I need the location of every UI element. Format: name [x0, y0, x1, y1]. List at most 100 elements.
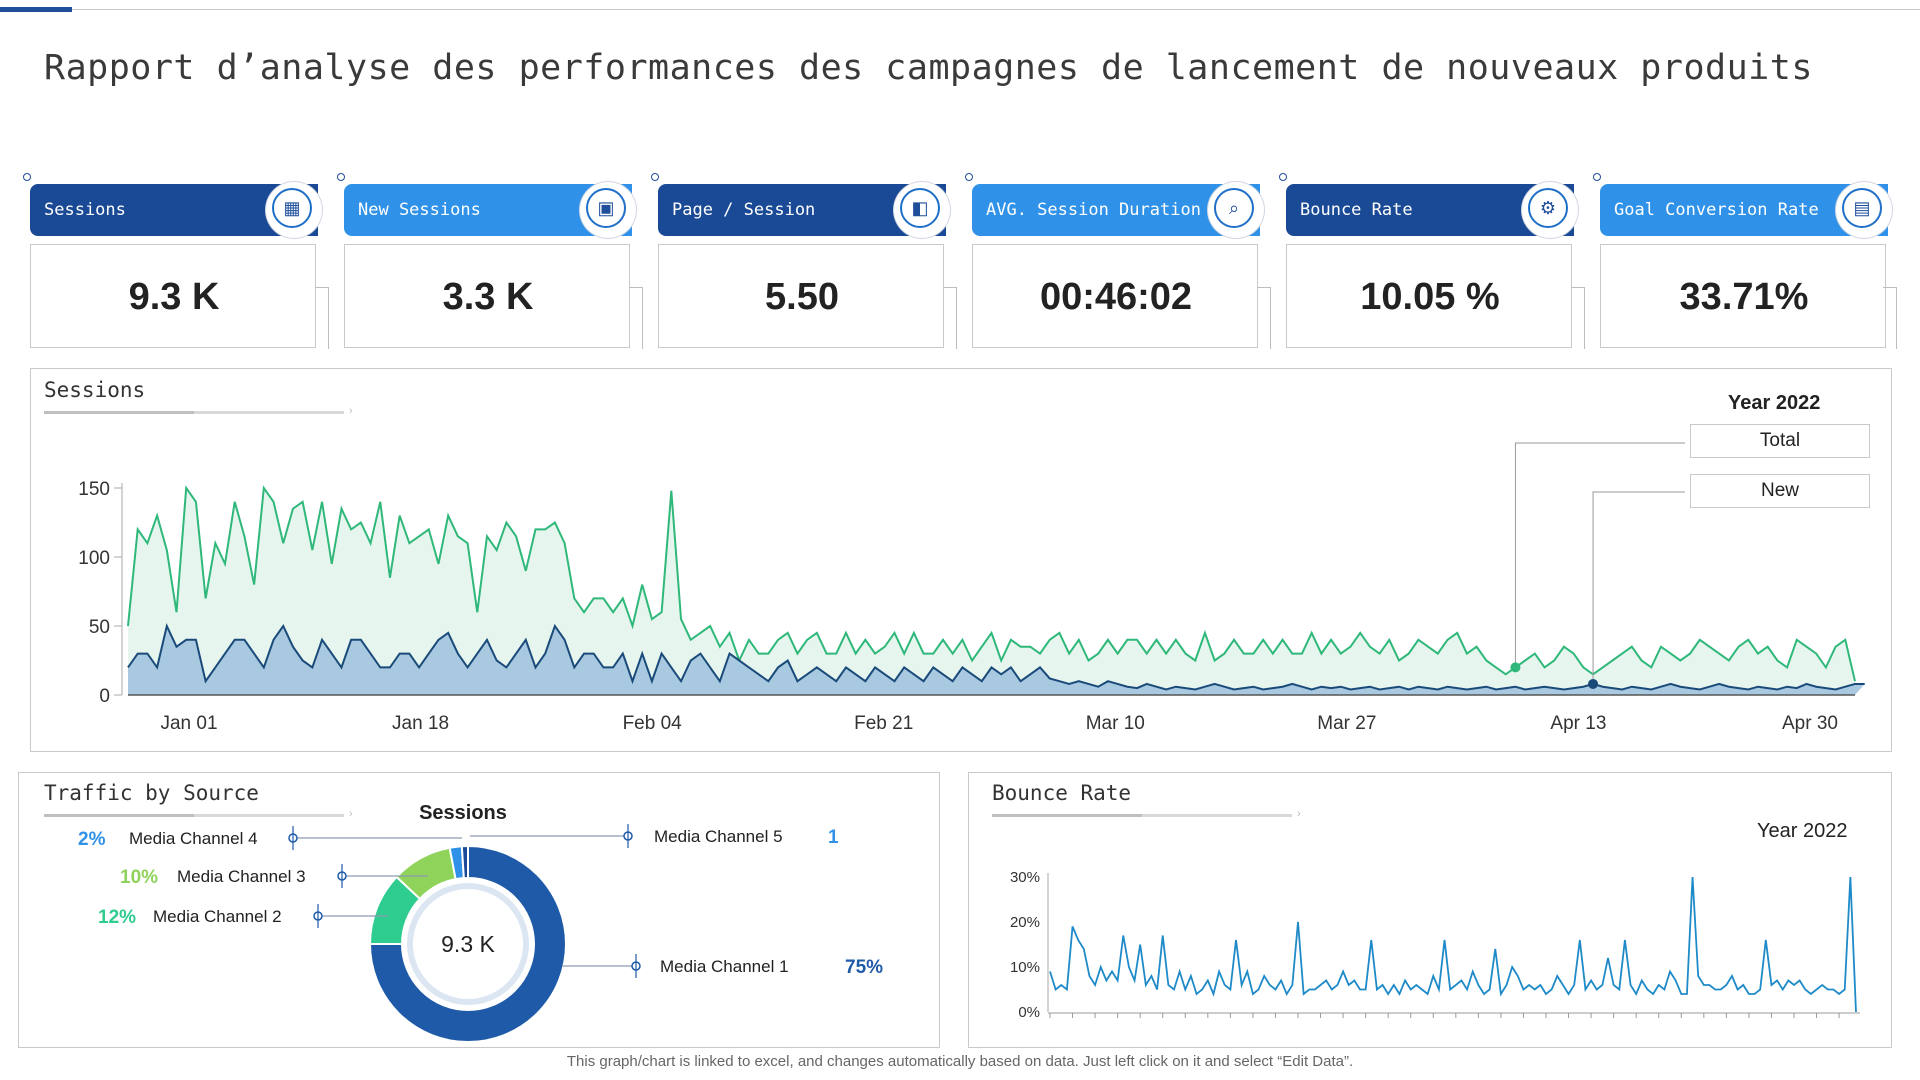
document-search-icon: ⌕ [1214, 188, 1254, 228]
y-tick-label: 20% [1010, 914, 1040, 931]
y-tick-label: 100 [78, 548, 110, 569]
channel-value: 12% [98, 907, 136, 928]
bounce-year-label: Year 2022 [1757, 820, 1848, 842]
kpi-connector [315, 287, 329, 349]
kpi-icon-ring: ▤ [1836, 182, 1892, 238]
total-marker [1510, 662, 1521, 673]
x-tick-label: Mar 27 [1317, 713, 1376, 734]
y-tick-label: 0 [99, 686, 110, 707]
legend-connector-new [1592, 491, 1685, 684]
title-underline [44, 814, 344, 817]
donut-slice [460, 844, 469, 880]
kpi-value-box: 33.71% [1600, 244, 1897, 349]
page-title: Rapport d’analyse des performances des c… [44, 48, 1813, 88]
x-tick-label: Jan 18 [392, 713, 449, 734]
kpi-dot [337, 173, 345, 181]
donut-center-label: 9.3 K [441, 931, 495, 957]
kpi-value-box: 5.50 [658, 244, 957, 349]
y-tick-label: 0% [1018, 1004, 1040, 1021]
kpi-value: 9.3 K [128, 276, 220, 318]
channel-label: Media Channel 2 [153, 907, 282, 926]
kpi-card-new-sessions[interactable]: New Sessions ▣ 3.3 K [337, 173, 643, 349]
x-tick-label: Apr 30 [1782, 713, 1838, 734]
bounce-line-chart: 0% 10% 20% 30% [1010, 869, 1860, 1021]
kpi-card-sessions[interactable]: Sessions ▦ 9.3 K [23, 173, 329, 349]
kpi-dot [965, 173, 973, 181]
traffic-panel-title: Traffic by Source [44, 781, 259, 805]
donut-center [407, 883, 529, 1005]
kpi-connector [1883, 287, 1897, 349]
kpi-value: 10.05 % [1360, 276, 1500, 318]
bounce-panel [968, 772, 1892, 1048]
new-marker [1588, 678, 1599, 689]
channel-value: 10% [120, 867, 158, 888]
kpi-card-bounce-rate[interactable]: Bounce Rate ⚙ 10.05 % [1279, 173, 1585, 349]
total-line [127, 485, 1856, 682]
channel-value: 2% [78, 829, 106, 850]
y-tick-label: 30% [1010, 869, 1040, 886]
kpi-dot [651, 173, 659, 181]
kpi-icon-ring: ⚙ [1522, 182, 1578, 238]
analytics-screen-icon: ▣ [586, 188, 626, 228]
kpi-value: 3.3 K [442, 276, 534, 318]
channel-label: Media Channel 5 [654, 827, 783, 846]
donut-slice [368, 844, 567, 1043]
legend-new[interactable]: New [1690, 474, 1870, 508]
kpi-dot [1279, 173, 1287, 181]
presentation-icon: ◧ [900, 188, 940, 228]
kpi-header: Goal Conversion Rate [1600, 184, 1888, 236]
kpi-card-goal-conversion-rate[interactable]: Goal Conversion Rate ▤ 33.71% [1593, 173, 1897, 349]
footer-note: This graph/chart is linked to excel, and… [566, 1053, 1354, 1070]
kpi-card-page-session[interactable]: Page / Session ◧ 5.50 [651, 173, 957, 349]
channel-label: Media Channel 1 [660, 957, 789, 976]
top-accent-bar [0, 7, 72, 12]
kpi-connector [1257, 287, 1271, 349]
bounce-line [1049, 876, 1857, 1013]
title-underline [992, 814, 1292, 817]
kpi-dot [23, 173, 31, 181]
x-tick-label: Feb 21 [854, 713, 913, 734]
kpi-card-avg-session-duration[interactable]: AVG. Session Duration ⌕ 00:46:02 [965, 173, 1271, 349]
kpi-connector [943, 287, 957, 349]
x-tick-label: Apr 13 [1550, 713, 1606, 734]
sessions-year-label: Year 2022 [1728, 392, 1821, 414]
channel-label: Media Channel 4 [129, 829, 258, 848]
kpi-value: 5.50 [765, 276, 839, 318]
sessions-panel-title: Sessions [44, 378, 146, 402]
traffic-donut-chart: Sessions 9.3 K Media Channel 1 75% Media Cha… [78, 802, 883, 1043]
report-icon: ▦ [272, 188, 312, 228]
chevron-right-icon: › [1297, 808, 1301, 820]
title-underline [44, 411, 344, 414]
total-area [128, 488, 1855, 695]
kpi-icon-ring: ◧ [894, 182, 950, 238]
kpi-icon-ring: ▦ [266, 182, 322, 238]
legend-total[interactable]: Total [1690, 424, 1870, 458]
x-tick-label: Mar 10 [1086, 713, 1145, 734]
channel-label: Media Channel 3 [177, 867, 306, 886]
chevron-right-icon: › [349, 808, 353, 820]
y-tick-label: 50 [89, 617, 110, 638]
kpi-value-box: 3.3 K [344, 244, 643, 349]
channel-value: 1 [828, 827, 839, 848]
chevron-right-icon: › [349, 405, 353, 417]
kpi-value: 00:46:02 [1039, 276, 1193, 318]
new-area [128, 626, 1865, 695]
kpi-connector [1571, 287, 1585, 349]
kpi-connector [629, 287, 643, 349]
kpi-dot [1593, 173, 1601, 181]
y-tick-label: 150 [78, 479, 110, 500]
top-divider [0, 9, 1920, 10]
kpi-icon-ring: ⌕ [1208, 182, 1264, 238]
y-tick-label: 10% [1010, 959, 1040, 976]
new-line [127, 622, 1865, 691]
x-tick-label: Jan 01 [160, 713, 217, 734]
donut-title: Sessions [419, 802, 507, 824]
kpi-value-box: 9.3 K [30, 244, 329, 349]
kpi-icon-ring: ▣ [580, 182, 636, 238]
bounce-panel-title: Bounce Rate [992, 781, 1132, 805]
kpi-header: New Sessions [344, 184, 632, 236]
kpi-value: 33.71% [1679, 276, 1809, 318]
clipboard-icon: ▤ [1842, 188, 1882, 228]
kpi-value-box: 10.05 % [1286, 244, 1585, 349]
sessions-area-chart: 0 50 100 150 Jan 01 Jan 18 Feb 04 Feb 21 Mar 10 M… [78, 442, 1865, 734]
